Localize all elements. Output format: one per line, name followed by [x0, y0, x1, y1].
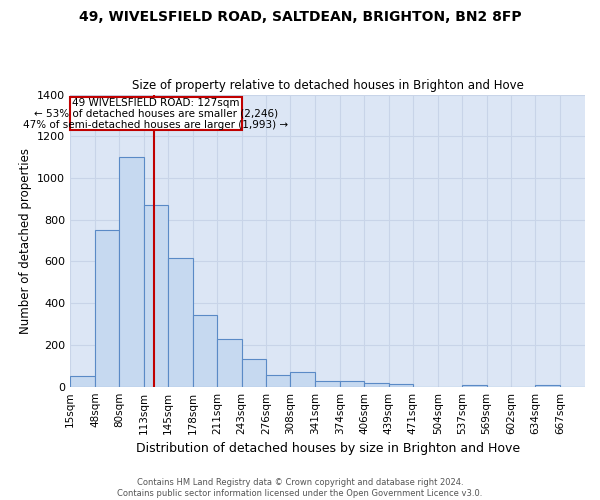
Bar	[364, 383, 389, 386]
Y-axis label: Number of detached properties: Number of detached properties	[19, 148, 32, 334]
Bar	[535, 385, 560, 386]
Text: 47% of semi-detached houses are larger (1,993) →: 47% of semi-detached houses are larger (…	[23, 120, 289, 130]
Bar	[95, 230, 119, 386]
Bar	[144, 205, 168, 386]
Bar	[340, 382, 364, 386]
Bar	[242, 359, 266, 386]
Bar	[70, 376, 95, 386]
Bar	[119, 157, 144, 386]
Bar	[315, 381, 340, 386]
Bar	[168, 258, 193, 386]
Bar	[266, 374, 290, 386]
Text: 49 WIVELSFIELD ROAD: 127sqm: 49 WIVELSFIELD ROAD: 127sqm	[72, 98, 239, 108]
Text: 49, WIVELSFIELD ROAD, SALTDEAN, BRIGHTON, BN2 8FP: 49, WIVELSFIELD ROAD, SALTDEAN, BRIGHTON…	[79, 10, 521, 24]
Text: ← 53% of detached houses are smaller (2,246): ← 53% of detached houses are smaller (2,…	[34, 109, 278, 119]
X-axis label: Distribution of detached houses by size in Brighton and Hove: Distribution of detached houses by size …	[136, 442, 520, 455]
Bar	[193, 314, 217, 386]
Bar	[290, 372, 315, 386]
Bar	[389, 384, 413, 386]
Text: Contains HM Land Registry data © Crown copyright and database right 2024.
Contai: Contains HM Land Registry data © Crown c…	[118, 478, 482, 498]
Bar	[217, 339, 242, 386]
Title: Size of property relative to detached houses in Brighton and Hove: Size of property relative to detached ho…	[131, 79, 524, 92]
Bar	[70, 97, 242, 130]
Bar	[463, 385, 487, 386]
